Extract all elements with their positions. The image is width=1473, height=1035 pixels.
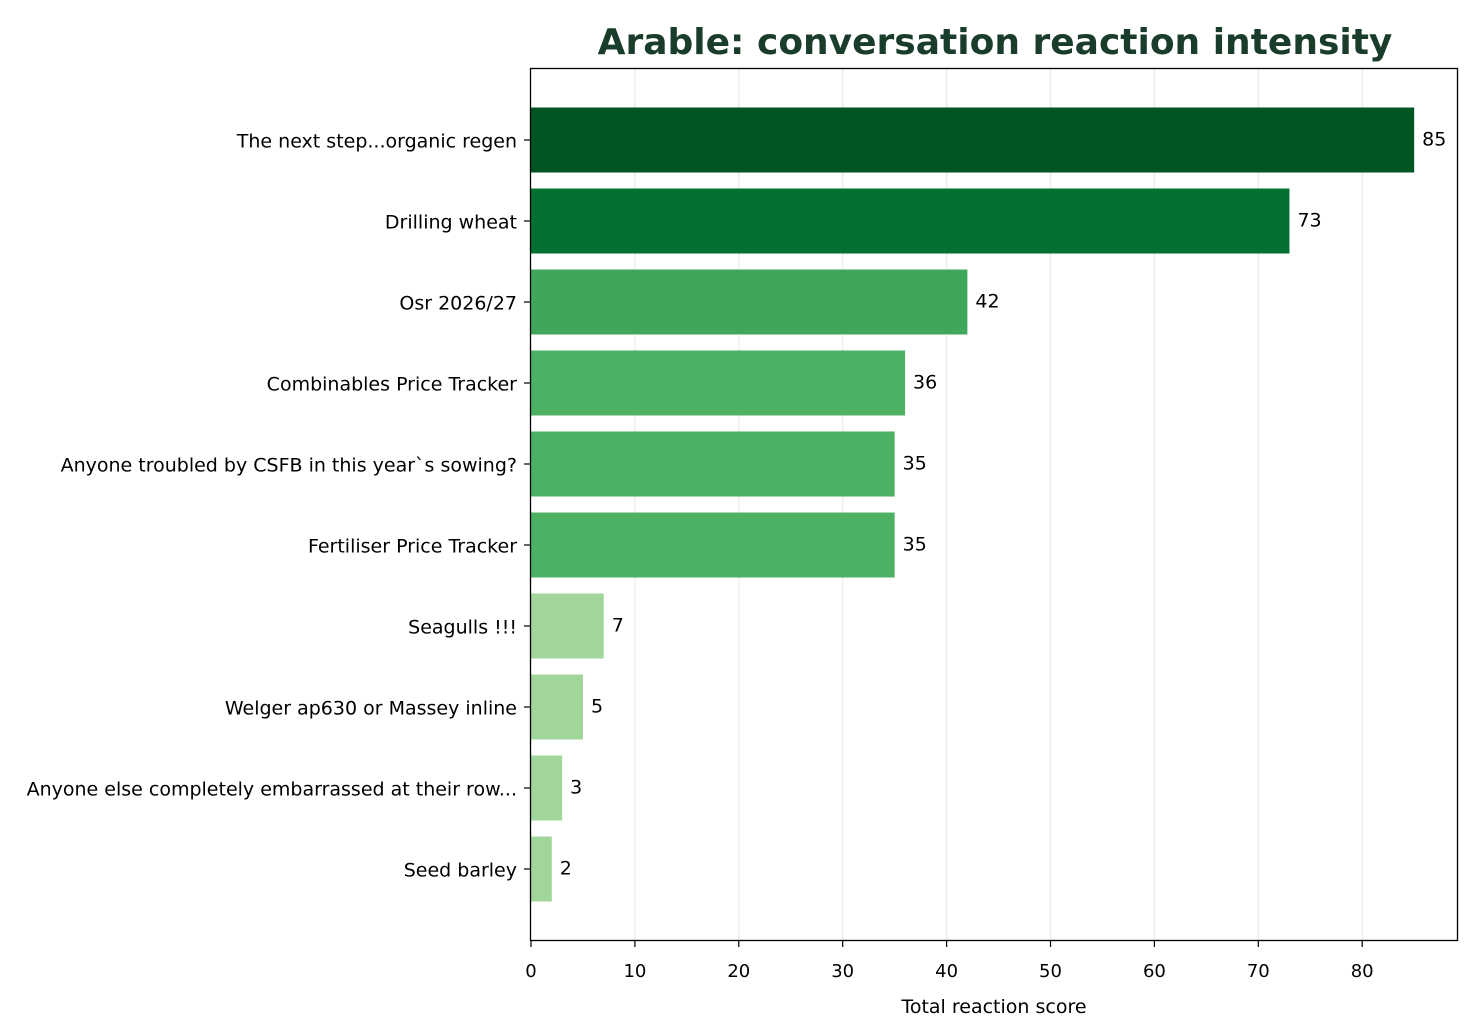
x-tick-label: 10 [623,961,646,982]
category-label: Anyone troubled by CSFB in this year`s s… [61,455,517,477]
bar [531,836,552,902]
value-label: 7 [612,615,624,637]
x-axis-title: Total reaction score [900,996,1086,1018]
category-label: Fertiliser Price Tracker [308,536,517,558]
x-tick-label: 30 [831,961,854,982]
chart-title: Arable: conversation reaction intensity [598,22,1393,63]
category-label: Combinables Price Tracker [267,374,518,396]
category-labels: The next step...organic regen Drilling wh… [27,131,531,882]
value-label: 2 [560,858,572,880]
value-label: 73 [1297,210,1321,232]
bar [531,512,895,578]
value-label: 36 [913,372,937,394]
bar [531,431,895,497]
value-label: 3 [570,777,582,799]
category-label: Drilling wheat [385,212,517,234]
x-tick-label: 50 [1039,961,1062,982]
x-tick-label: 20 [727,961,750,982]
plot-frame [529,67,1459,942]
category-label: The next step...organic regen [236,131,517,153]
value-label: 42 [975,291,999,313]
bar [531,269,968,335]
x-tick-label: 70 [1247,961,1270,982]
category-label: Osr 2026/27 [399,293,517,315]
value-label: 5 [591,696,603,718]
bars [531,107,1415,902]
category-label: Anyone else completely embarrassed at th… [27,779,517,801]
x-tick-label: 80 [1351,961,1374,982]
bar [531,593,604,659]
x-axis-ticks: 0 10 20 30 40 50 60 70 80 [525,940,1374,982]
x-tick-label: 0 [525,961,536,982]
x-tick-label: 60 [1143,961,1166,982]
bar [531,188,1290,254]
value-label: 35 [903,534,927,556]
bar [531,107,1415,173]
category-label: Welger ap630 or Massey inline [225,698,517,720]
category-label: Seagulls !!! [408,617,517,639]
value-label: 85 [1422,129,1446,151]
bar [531,350,906,416]
bar [531,755,563,821]
value-labels: 85 73 42 36 35 35 7 5 3 2 [560,129,1447,880]
value-label: 35 [903,453,927,475]
bar [531,674,583,740]
category-label: Seed barley [404,860,517,882]
x-tick-label: 40 [935,961,958,982]
